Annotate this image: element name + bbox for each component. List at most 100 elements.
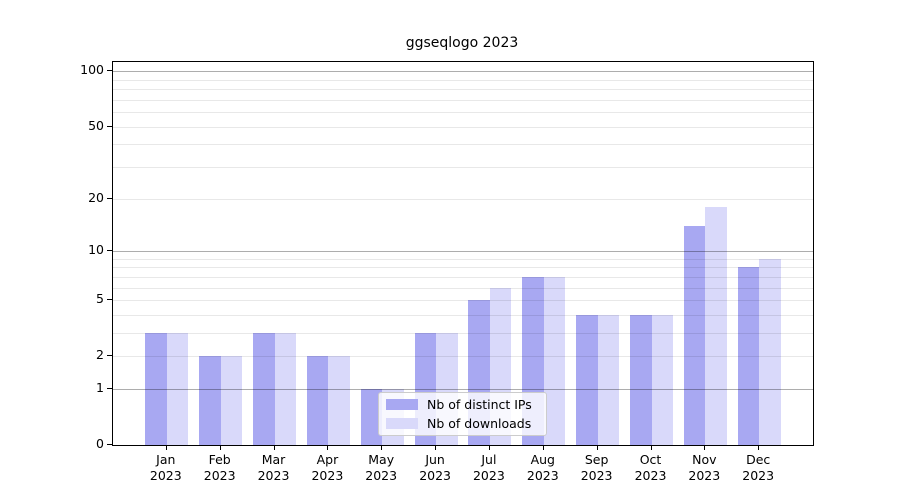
bar-downloads <box>705 206 727 445</box>
x-tick-year: 2023 <box>526 467 559 483</box>
x-tick-month: Sep <box>584 452 609 467</box>
y-tick-label: 2 <box>96 347 104 363</box>
x-tick-label: Sep 2023 <box>567 452 627 483</box>
x-tick-year: 2023 <box>472 467 505 483</box>
x-tick-mark <box>273 445 275 450</box>
x-tick-mark <box>165 445 167 450</box>
x-tick-label: Aug 2023 <box>513 452 573 483</box>
x-tick-year: 2023 <box>742 467 775 483</box>
x-tick-mark <box>435 445 437 450</box>
minor-gridline <box>113 126 813 128</box>
legend-label-downloads: Nb of downloads <box>427 416 532 431</box>
legend-item-downloads: Nb of downloads <box>379 416 546 431</box>
y-tick-label: 1 <box>96 379 104 395</box>
x-tick-mark <box>488 445 490 450</box>
legend-swatch-downloads <box>386 418 418 429</box>
x-tick-month: May <box>368 452 395 467</box>
minor-gridline <box>113 314 813 316</box>
x-tick-mark <box>704 445 706 450</box>
x-tick-month: Nov <box>692 452 717 467</box>
bar-distinct-ips <box>576 314 598 445</box>
bar-distinct-ips <box>199 356 221 445</box>
bar-distinct-ips <box>737 267 760 445</box>
y-tick-label: 20 <box>88 189 104 205</box>
major-gridline <box>113 250 813 252</box>
x-tick-label: Apr 2023 <box>297 452 357 483</box>
x-tick-month: Mar <box>261 452 286 467</box>
chart-title: ggseqlogo 2023 <box>405 35 519 51</box>
x-tick-label: Jul 2023 <box>459 452 519 483</box>
x-tick-month: Oct <box>639 452 662 467</box>
major-gridline <box>113 388 813 390</box>
minor-gridline <box>113 79 813 81</box>
x-tick-month: Jun <box>425 452 445 467</box>
minor-gridline <box>113 100 813 101</box>
minor-gridline <box>113 198 813 200</box>
x-tick-year: 2023 <box>257 467 290 483</box>
minor-gridline <box>113 276 813 278</box>
x-tick-year: 2023 <box>365 467 398 483</box>
bar-distinct-ips <box>630 314 652 445</box>
minor-gridline <box>113 267 813 269</box>
x-tick-year: 2023 <box>203 467 236 483</box>
plot-area: Nb of distinct IPs Nb of downloads <box>112 61 814 446</box>
x-tick-label: Feb 2023 <box>190 452 250 483</box>
minor-gridline <box>113 144 813 146</box>
y-tick-mark <box>107 387 112 389</box>
y-tick-mark <box>107 444 112 445</box>
x-tick-mark <box>219 445 221 450</box>
minor-gridline <box>113 332 813 334</box>
x-tick-year: 2023 <box>149 467 182 483</box>
y-tick-mark <box>107 70 112 72</box>
legend: Nb of distinct IPs Nb of downloads <box>378 392 547 436</box>
x-tick-year: 2023 <box>419 467 451 483</box>
minor-gridline <box>113 356 813 358</box>
y-tick-mark <box>107 355 112 357</box>
x-tick-mark <box>327 445 329 450</box>
x-tick-label: Oct 2023 <box>621 452 681 483</box>
bar-distinct-ips <box>683 225 706 445</box>
y-tick-label: 100 <box>80 62 104 78</box>
bar-distinct-ips <box>306 356 329 445</box>
minor-gridline <box>113 112 813 114</box>
bar-downloads <box>597 314 620 445</box>
major-gridline <box>113 71 813 73</box>
y-tick-mark <box>107 249 112 251</box>
legend-item-distinct-ips: Nb of distinct IPs <box>379 397 546 412</box>
x-tick-year: 2023 <box>311 467 344 483</box>
y-tick-label: 5 <box>96 291 104 306</box>
bar-distinct-ips <box>145 332 167 445</box>
bar-downloads <box>759 258 781 445</box>
y-tick-label: 0 <box>96 436 104 451</box>
bar-downloads <box>220 356 243 445</box>
y-tick-mark <box>107 197 112 199</box>
x-tick-label: Mar 2023 <box>244 452 304 483</box>
legend-swatch-distinct-ips <box>386 399 418 410</box>
x-tick-mark <box>381 445 383 450</box>
x-tick-mark <box>596 445 598 450</box>
x-tick-label: Jan 2023 <box>136 452 196 483</box>
bar-distinct-ips <box>360 388 383 445</box>
x-tick-month: Dec <box>746 452 771 467</box>
x-tick-month: Aug <box>530 452 555 467</box>
x-tick-label: Nov 2023 <box>674 452 734 483</box>
x-tick-month: Feb <box>208 452 231 467</box>
minor-gridline <box>113 89 813 91</box>
bar-downloads <box>651 314 673 445</box>
bar-downloads <box>328 356 350 445</box>
minor-gridline <box>113 167 813 168</box>
bar-downloads <box>543 276 566 445</box>
x-tick-month: Jul <box>481 452 497 467</box>
y-tick-mark <box>107 125 112 127</box>
x-tick-mark <box>650 445 652 450</box>
x-tick-label: May 2023 <box>351 452 411 483</box>
x-tick-label: Dec 2023 <box>728 452 788 483</box>
x-tick-mark <box>542 445 544 450</box>
legend-label-distinct-ips: Nb of distinct IPs <box>427 397 532 412</box>
x-tick-year: 2023 <box>634 467 667 483</box>
minor-gridline <box>113 287 813 289</box>
y-tick-label: 50 <box>88 117 104 133</box>
x-tick-mark <box>758 445 760 450</box>
x-tick-month: Apr <box>316 452 339 467</box>
